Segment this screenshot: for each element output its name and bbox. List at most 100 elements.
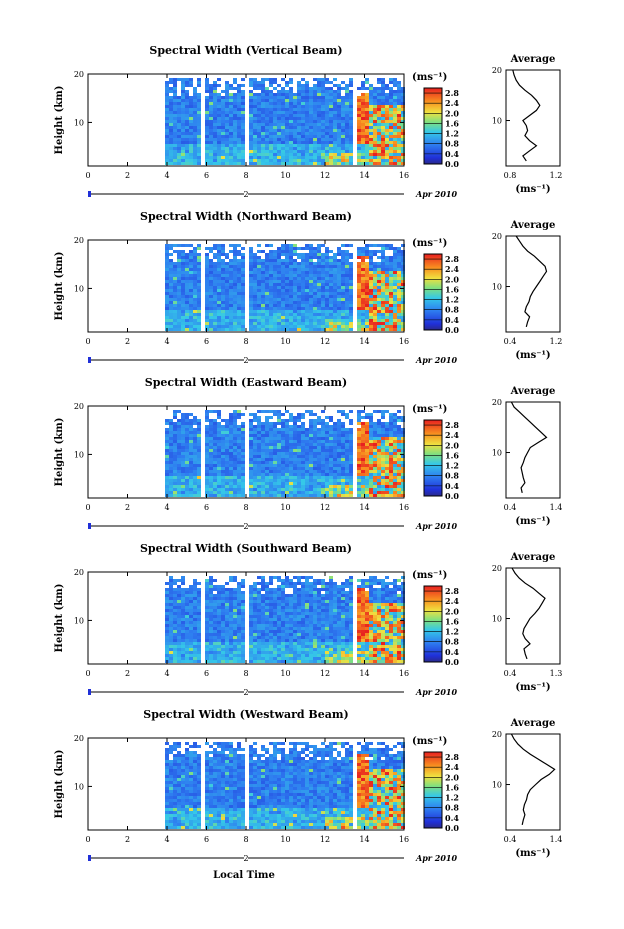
heatmap-cell [401,488,405,491]
heatmap-cell [229,93,233,96]
heatmap-cell [309,114,313,117]
panel-1: Spectral Width (Vertical Beam)0 2 4 6 8 10 12 1… [54,44,562,199]
heatmap-cell [305,93,309,96]
heatmap-cell [317,437,321,440]
heatmap-cell [369,482,373,485]
heatmap-cell [389,322,393,325]
heatmap-cell [169,422,173,425]
heatmap-cell [217,262,221,265]
heatmap-cell [361,138,365,141]
heatmap-cell [185,280,189,283]
heatmap-cell [293,422,297,425]
heatmap-cell [237,428,241,431]
heatmap-cell [265,422,269,425]
heatmap-cell [337,458,341,461]
heatmap-cell [189,464,193,467]
heatmap-cell [249,292,253,295]
heatmap-cell [397,256,401,259]
heatmap-cell [341,268,345,271]
heatmap-cell [293,265,297,268]
heatmap-cell [305,253,309,256]
heatmap-cell [401,108,405,111]
heatmap-cell [309,431,313,434]
heatmap-cell [397,298,401,301]
heatmap-cell [233,253,237,256]
heatmap-cell [289,256,293,259]
heatmap-cell [297,301,301,304]
heatmap-cell [265,102,269,105]
heatmap-cell [369,277,373,280]
heatmap-cell [265,301,269,304]
date-label: Apr 2010 [415,355,458,365]
heatmap-cell [165,597,169,600]
heatmap-cell [321,325,325,328]
heatmap-cell [237,105,241,108]
heatmap-cell [225,482,229,485]
heatmap-cell [217,473,221,476]
heatmap-cell [365,413,369,416]
heatmap-cell [185,138,189,141]
heatmap-cell [385,153,389,156]
heatmap-cell [233,328,237,331]
heatmap-cell [329,488,333,491]
heatmap-cell [289,93,293,96]
heatmap-cell [169,156,173,159]
heatmap-cell [285,425,289,428]
heatmap-cell [401,114,405,117]
heatmap-cell [169,476,173,479]
heatmap-cell [225,153,229,156]
heatmap-cell [361,446,365,449]
heatmap-cell [365,280,369,283]
heatmap-cell [313,123,317,126]
heatmap-cell [297,310,301,313]
heatmap-cell [165,123,169,126]
heatmap-cell [257,159,261,162]
heatmap-cell [225,301,229,304]
heatmap-cell [401,111,405,114]
heatmap-cell [217,301,221,304]
heatmap-cell [365,437,369,440]
heatmap-cell [205,120,209,123]
heatmap-cell [213,253,217,256]
heatmap-cell [209,105,213,108]
colorbar-tick-label: 1.6 [445,118,459,128]
heatmap-cell [241,461,245,464]
heatmap-cell [173,416,177,419]
heatmap-cell [381,111,385,114]
heatmap-cell [165,612,169,615]
heatmap-cell [341,144,345,147]
heatmap-cell [277,485,281,488]
heatmap-cell [189,81,193,84]
heatmap-cell [333,304,337,307]
heatmap-cell [393,316,397,319]
heatmap-cell [193,90,197,93]
heatmap-cell [289,443,293,446]
heatmap-cell [333,90,337,93]
heatmap-cell [289,286,293,289]
heatmap-cell [373,144,377,147]
heatmap-cell [197,464,201,467]
heatmap-cell [321,422,325,425]
heatmap-cell [253,126,257,129]
heatmap-cell [285,295,289,298]
heatmap-cell [305,159,309,162]
heatmap-cell [305,256,309,259]
heatmap-cell [181,624,185,627]
heatmap-cell [369,461,373,464]
heatmap-cell [381,488,385,491]
heatmap-cell [369,425,373,428]
heatmap-cell [181,322,185,325]
heatmap-cell [401,135,405,138]
heatmap-cell [305,289,309,292]
heatmap-cell [365,473,369,476]
heatmap-cell [177,618,181,621]
heatmap-cell [309,93,313,96]
heatmap-cell [173,612,177,615]
heatmap-cell [165,630,169,633]
heatmap-cell [349,277,353,280]
heatmap-cell [197,434,201,437]
heatmap-cell [289,494,293,497]
heatmap-cell [397,87,401,90]
heatmap-cell [249,494,253,497]
heatmap-cell [321,244,325,247]
